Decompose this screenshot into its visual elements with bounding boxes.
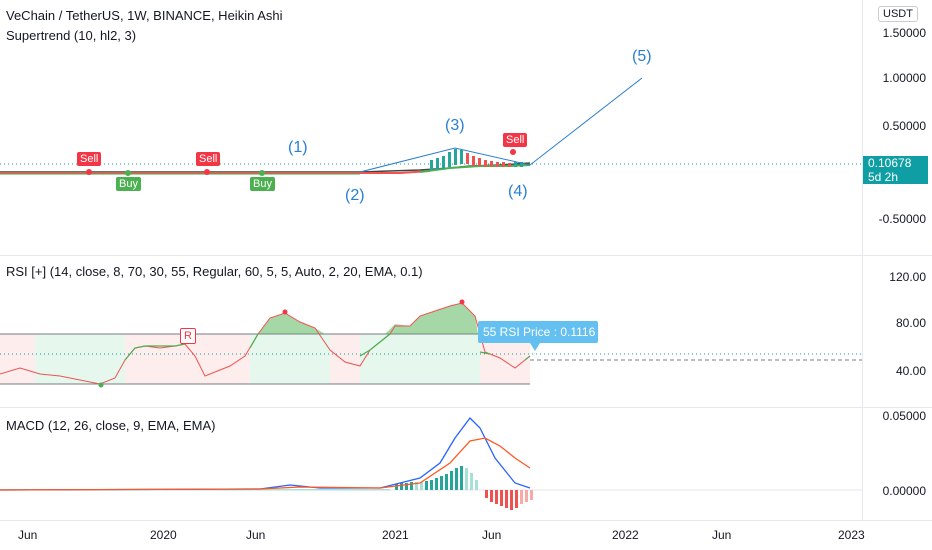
heikin-ashi-candles — [430, 149, 523, 170]
main-legend-title[interactable]: VeChain / TetherUS, 1W, BINANCE, Heikin … — [6, 8, 283, 23]
rsi-pane[interactable]: RSI [+] (14, close, 8, 70, 30, 55, Regul… — [0, 256, 862, 406]
rsi-tooltip-text: 55 RSI Price : 0.1116 — [483, 325, 596, 339]
sell-dot — [510, 149, 516, 155]
price-pane[interactable]: VeChain / TetherUS, 1W, BINANCE, Heikin … — [0, 0, 862, 255]
rsi-chart-canvas[interactable] — [0, 256, 862, 406]
price-tick: -0.50000 — [878, 212, 926, 226]
rsi-bull-zone — [35, 334, 125, 384]
buy-signal-label: Buy — [250, 177, 275, 191]
elliott-wave-lines — [359, 77, 643, 173]
rsi-line — [0, 302, 531, 385]
sell-dot — [86, 169, 92, 175]
time-tick: 2022 — [612, 528, 639, 542]
rsi-bull-zone — [360, 334, 480, 384]
time-tick: 2020 — [150, 528, 177, 542]
price-tick: 1.50000 — [882, 26, 926, 40]
macd-pane[interactable]: MACD (12, 26, close, 9, EMA, EMA) — [0, 408, 862, 520]
time-tick: Jun — [246, 528, 266, 542]
buy-dot — [259, 170, 265, 176]
sell-signal-label: Sell — [196, 152, 221, 166]
pane-separator[interactable] — [0, 407, 932, 408]
rsi-tick: 80.00 — [895, 316, 926, 330]
bar-countdown: 5d 2h — [868, 170, 899, 184]
macd-tick: 0.00000 — [882, 484, 926, 498]
price-scale-border — [862, 0, 863, 520]
macd-legend[interactable]: MACD (12, 26, close, 9, EMA, EMA) — [6, 418, 216, 433]
wave-label-5: (5) — [632, 48, 652, 65]
price-chart-canvas[interactable] — [0, 0, 862, 255]
last-price-value: 0.10678 — [868, 156, 912, 170]
price-tick: 0.50000 — [882, 119, 926, 133]
buy-signal-label: Buy — [116, 177, 141, 191]
sell-signal-label: Sell — [503, 133, 528, 147]
sell-dot — [204, 169, 210, 175]
time-axis-border — [0, 520, 932, 521]
sell-signal-label: Sell — [77, 152, 102, 166]
macd-tick: 0.05000 — [882, 409, 926, 423]
pane-separator[interactable] — [0, 255, 932, 256]
rsi-high-dot — [282, 309, 288, 315]
macd-line — [0, 417, 531, 491]
time-tick: 2021 — [382, 528, 409, 542]
wave-label-4: (4) — [508, 183, 528, 200]
time-tick: Jun — [482, 528, 502, 542]
rsi-tick: 40.00 — [895, 364, 926, 378]
rsi-low-dot — [98, 382, 104, 388]
rsi-high-dot — [459, 299, 465, 305]
buy-dot — [125, 170, 131, 176]
time-tick: Jun — [712, 528, 732, 542]
divergence-label: R — [180, 328, 196, 344]
time-tick: 2023 — [838, 528, 865, 542]
time-tick: Jun — [18, 528, 38, 542]
rsi-overbought-fill — [385, 303, 478, 334]
rsi-overbought-fill — [258, 313, 325, 334]
rsi-line-green — [124, 333, 531, 361]
price-tick: 1.00000 — [882, 71, 926, 85]
last-price-badge: 0.10678 5d 2h — [862, 156, 928, 184]
rsi-tick: 120.00 — [889, 270, 926, 284]
macd-chart-canvas[interactable] — [0, 408, 862, 520]
wave-label-1: (1) — [288, 139, 308, 156]
supertrend-legend[interactable]: Supertrend (10, hl2, 3) — [6, 28, 137, 43]
rsi-tooltip-box — [478, 321, 598, 343]
rsi-bull-zone — [250, 334, 330, 384]
signal-line — [0, 437, 531, 491]
wave-label-2: (2) — [345, 187, 365, 204]
wave-label-3: (3) — [445, 117, 465, 134]
currency-button[interactable]: USDT — [878, 6, 918, 22]
rsi-legend[interactable]: RSI [+] (14, close, 8, 70, 30, 55, Regul… — [6, 264, 423, 279]
